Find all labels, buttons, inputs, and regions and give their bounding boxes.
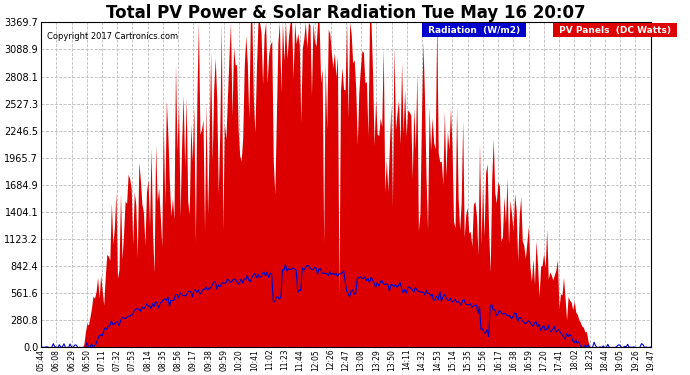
Text: Copyright 2017 Cartronics.com: Copyright 2017 Cartronics.com [47,32,178,41]
Title: Total PV Power & Solar Radiation Tue May 16 20:07: Total PV Power & Solar Radiation Tue May… [106,4,586,22]
Text: Radiation  (W/m2): Radiation (W/m2) [425,26,523,34]
Text: PV Panels  (DC Watts): PV Panels (DC Watts) [556,26,674,34]
